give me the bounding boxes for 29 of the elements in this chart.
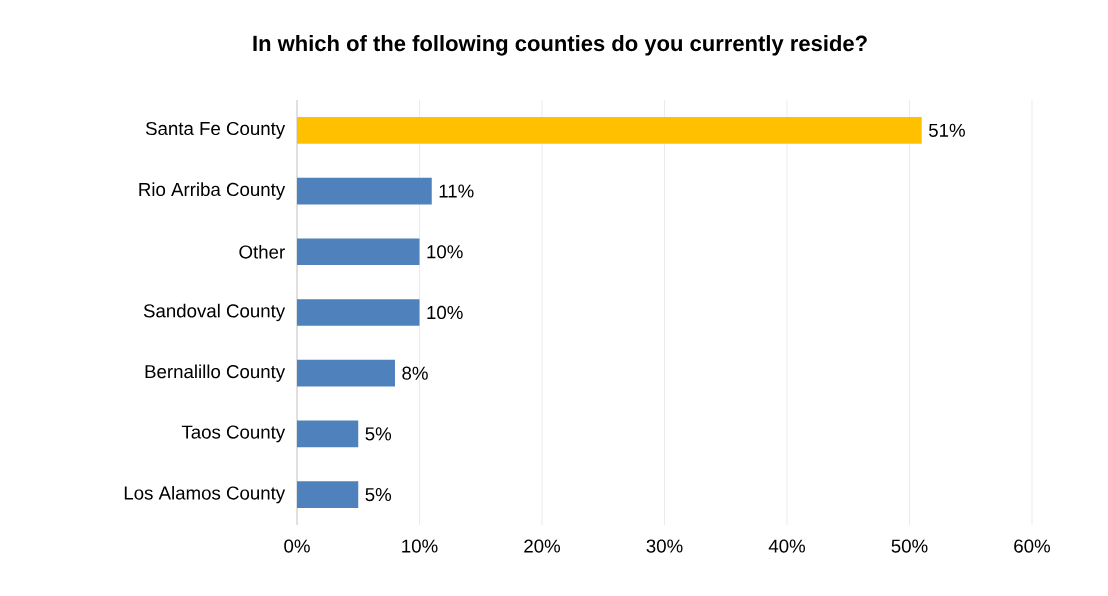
y-tick-label: Bernalillo County <box>145 364 286 382</box>
data-label: 51% <box>928 123 965 137</box>
x-tick-label: 50% <box>891 539 928 553</box>
bar <box>297 481 359 508</box>
x-tick-label: 20% <box>524 539 561 553</box>
x-tick-label: 10% <box>402 539 438 553</box>
data-label: 5% <box>365 488 392 502</box>
data-label: 5% <box>365 427 392 441</box>
chart-title: In which of the following counties do you currently reside? <box>253 35 867 56</box>
x-tick-label: 40% <box>768 539 806 553</box>
data-label: 10% <box>427 305 463 320</box>
bar <box>297 117 922 144</box>
x-tick-label: 0% <box>284 539 310 553</box>
bar <box>297 177 432 205</box>
bar <box>297 359 395 387</box>
bar <box>297 238 420 266</box>
bar <box>297 420 359 448</box>
y-tick-label: Other <box>239 244 285 259</box>
data-label: 8% <box>402 366 428 380</box>
x-tick-label: 60% <box>1014 539 1050 553</box>
bar <box>297 299 420 326</box>
y-tick-label: Los Alamos County <box>124 485 286 504</box>
x-tick-label: 30% <box>646 539 683 553</box>
y-tick-label: Santa Fe County <box>145 121 286 139</box>
y-tick-label: Sandoval County <box>143 303 286 322</box>
y-tick-label: Rio Arriba County <box>139 182 286 200</box>
data-label: 11% <box>439 184 474 198</box>
data-label: 10% <box>427 245 463 259</box>
y-tick-label: Taos County <box>181 425 286 443</box>
